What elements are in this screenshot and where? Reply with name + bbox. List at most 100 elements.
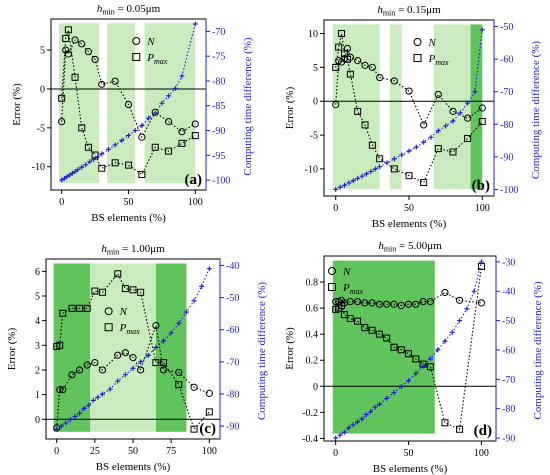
- data-point-n: [383, 300, 391, 308]
- panel-label: (b): [472, 178, 490, 194]
- legend-name: N: [146, 36, 155, 48]
- title-sub: min: [107, 248, 119, 257]
- data-point-time: [138, 359, 144, 365]
- shaded-region: [144, 23, 196, 184]
- data-point-time: [435, 128, 441, 134]
- data-point-time: [112, 142, 118, 148]
- y-axis-label: Error (%): [284, 327, 296, 370]
- series-line: [335, 33, 483, 184]
- y-tick-label: 0.2: [306, 356, 319, 367]
- legend-label: N: [342, 266, 351, 278]
- y2-axis-label: Computing time difference (%): [256, 282, 268, 421]
- y2-tick-label: -80: [212, 76, 225, 87]
- data-point-n: [478, 104, 486, 112]
- y-tick-label: 4: [35, 316, 40, 327]
- legend-marker-pmax: [328, 283, 336, 291]
- data-point-n: [375, 300, 383, 308]
- shaded-region: [155, 263, 187, 432]
- data-point-pmax: [361, 324, 369, 332]
- data-point-pmax: [58, 94, 66, 102]
- panel-title: hmin = 0.05μm: [97, 3, 161, 17]
- data-point-pmax: [160, 359, 168, 367]
- y-tick-label: 2: [35, 365, 40, 376]
- data-point-pmax: [390, 165, 398, 173]
- data-point-pmax: [449, 148, 457, 156]
- data-point-time: [435, 347, 441, 353]
- data-point-n: [137, 366, 145, 374]
- y2-tick-label: -90: [212, 126, 225, 137]
- shaded-region: [389, 24, 402, 189]
- data-point-time: [428, 134, 434, 140]
- data-point-n: [361, 61, 369, 69]
- data-point-n: [98, 366, 107, 374]
- y-axis-label: Error (%): [284, 86, 296, 129]
- data-point-n: [129, 354, 137, 362]
- data-point-time: [368, 409, 374, 415]
- x-tick-label: 25: [90, 446, 100, 457]
- x-tick-label: 100: [474, 448, 489, 459]
- data-point-time: [465, 100, 471, 106]
- legend-name: P: [428, 53, 436, 65]
- data-point-time: [99, 151, 105, 157]
- y-tick-label: 0.4: [306, 330, 319, 341]
- data-point-pmax: [165, 147, 173, 155]
- y2-tick-label: -50: [226, 293, 239, 304]
- title-sub: min: [384, 245, 396, 254]
- data-point-n: [164, 118, 173, 126]
- data-point-time: [413, 144, 419, 150]
- y2-tick-label: -90: [226, 422, 239, 433]
- data-point-time: [337, 184, 343, 190]
- data-point-pmax: [137, 288, 145, 296]
- data-point-n: [477, 299, 486, 307]
- shaded-region: [107, 23, 136, 184]
- data-point-time: [471, 288, 477, 294]
- panel-title: hmin = 1.00μm: [101, 243, 165, 257]
- data-point-pmax: [337, 302, 345, 310]
- y2-tick-label: -85: [212, 101, 225, 112]
- data-point-n: [91, 358, 99, 367]
- data-point-n: [114, 351, 122, 359]
- y2-tick-label: -60: [502, 345, 515, 356]
- y2-axis-label: Computing time difference (%): [530, 41, 542, 180]
- data-point-time: [107, 386, 113, 392]
- data-point-time: [359, 173, 365, 179]
- data-point-pmax: [84, 143, 92, 151]
- data-point-time: [183, 309, 189, 315]
- data-point-n: [368, 299, 376, 307]
- panel-label: (c): [199, 421, 216, 437]
- data-point-time: [472, 89, 478, 95]
- data-point-n: [455, 296, 464, 304]
- legend-marker-pmax: [132, 53, 141, 61]
- data-point-n: [346, 297, 354, 306]
- data-point-pmax: [76, 304, 84, 312]
- data-point-time: [333, 435, 339, 441]
- data-point-time: [132, 128, 138, 134]
- data-point-pmax: [376, 155, 384, 163]
- data-point-n: [124, 100, 133, 109]
- data-point-time: [172, 85, 178, 91]
- data-point-time: [61, 176, 67, 182]
- data-point-n: [75, 366, 84, 374]
- panel-label: (d): [474, 423, 492, 439]
- data-point-n: [419, 297, 427, 306]
- data-point-pmax: [332, 63, 340, 71]
- x-tick-label: 0: [59, 197, 64, 208]
- data-point-time: [63, 420, 69, 426]
- data-point-time: [72, 169, 78, 175]
- data-point-time: [372, 166, 378, 172]
- legend-name: P: [342, 282, 350, 294]
- y2-axis-label: Computing time difference (%): [532, 281, 544, 420]
- data-point-time: [391, 390, 397, 396]
- x-tick-label: 100: [202, 446, 217, 457]
- data-point-pmax: [68, 304, 76, 312]
- data-point-time: [130, 365, 136, 371]
- data-point-time: [341, 429, 347, 435]
- data-point-pmax: [98, 164, 106, 172]
- data-point-pmax: [138, 170, 146, 178]
- data-point-n: [205, 389, 213, 397]
- legend-sub: max: [435, 58, 449, 67]
- series-line: [56, 325, 210, 428]
- y2-tick-label: -50: [502, 316, 515, 327]
- panel-title: hmin = 5.00μm: [378, 240, 442, 254]
